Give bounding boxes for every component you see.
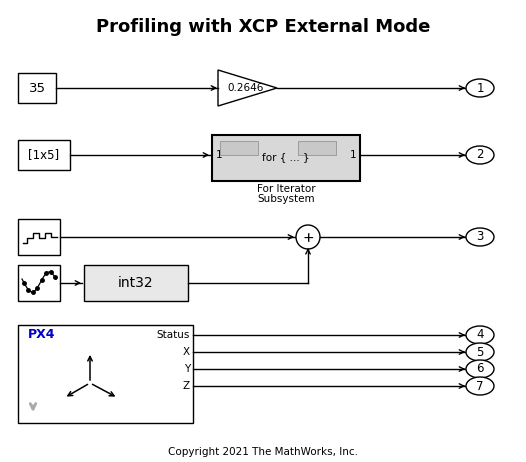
Text: 35: 35 xyxy=(28,81,46,95)
Text: Subsystem: Subsystem xyxy=(257,194,315,204)
Text: Y: Y xyxy=(184,364,190,374)
Text: 1: 1 xyxy=(216,150,222,160)
Text: 4: 4 xyxy=(476,328,484,341)
Text: [1x5]: [1x5] xyxy=(28,148,59,162)
Text: 2: 2 xyxy=(476,148,484,162)
Bar xyxy=(18,325,193,423)
Circle shape xyxy=(296,225,320,249)
Text: int32: int32 xyxy=(118,276,154,290)
Bar xyxy=(212,135,360,181)
Text: Z: Z xyxy=(183,381,190,391)
Bar xyxy=(18,219,60,255)
Text: 0.2646: 0.2646 xyxy=(227,83,264,93)
Bar xyxy=(18,73,56,103)
Ellipse shape xyxy=(466,326,494,344)
Bar xyxy=(18,265,60,301)
Text: 6: 6 xyxy=(476,363,484,376)
Ellipse shape xyxy=(466,343,494,361)
Text: 1: 1 xyxy=(350,150,356,160)
Text: 3: 3 xyxy=(477,231,484,243)
Ellipse shape xyxy=(466,228,494,246)
Bar xyxy=(84,265,188,301)
Text: +: + xyxy=(302,231,314,245)
Ellipse shape xyxy=(466,79,494,97)
Ellipse shape xyxy=(466,360,494,378)
Text: Copyright 2021 The MathWorks, Inc.: Copyright 2021 The MathWorks, Inc. xyxy=(168,447,358,457)
Text: For Iterator: For Iterator xyxy=(257,184,315,194)
Text: 7: 7 xyxy=(476,379,484,393)
Text: Status: Status xyxy=(157,330,190,340)
Text: PX4: PX4 xyxy=(28,328,56,341)
Text: Profiling with XCP External Mode: Profiling with XCP External Mode xyxy=(96,18,430,36)
Ellipse shape xyxy=(466,146,494,164)
Bar xyxy=(298,141,336,155)
Text: X: X xyxy=(183,347,190,357)
Text: for { ... }: for { ... } xyxy=(262,152,310,162)
Text: 5: 5 xyxy=(477,346,484,359)
Polygon shape xyxy=(218,70,277,106)
Text: 1: 1 xyxy=(476,81,484,95)
Bar xyxy=(220,141,258,155)
Bar xyxy=(18,140,70,170)
Ellipse shape xyxy=(466,377,494,395)
